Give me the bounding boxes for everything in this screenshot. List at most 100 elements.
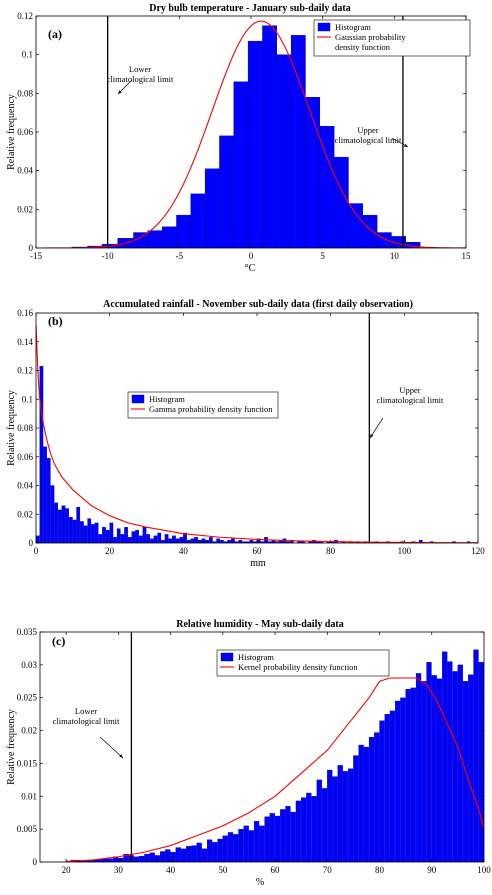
histogram-bar	[358, 744, 364, 862]
x-tick-label: 80	[375, 865, 385, 875]
histogram-bar	[264, 816, 270, 862]
x-tick-label: 20	[105, 546, 115, 556]
x-tick-label: 20	[62, 865, 72, 875]
x-tick-label: -15	[30, 251, 42, 261]
y-tick-label: 0.14	[17, 337, 33, 347]
x-tick-label: -10	[102, 251, 114, 261]
histogram-bar	[216, 538, 221, 543]
limit-label: climatological limit	[53, 716, 120, 726]
histogram-bar	[102, 527, 106, 543]
y-tick-label: 0.015	[17, 758, 38, 768]
legend-box	[313, 19, 471, 57]
axes-frame	[39, 631, 485, 863]
histogram-bar	[139, 855, 145, 862]
limit-label: climatological limit	[335, 135, 402, 145]
histogram-bar	[116, 528, 121, 543]
histogram-bar	[157, 532, 162, 543]
x-tick-label: 15	[462, 251, 472, 261]
histogram-bar	[120, 534, 125, 543]
y-tick-label: 0.005	[17, 824, 38, 834]
histogram-bar	[421, 681, 427, 862]
histogram-bar	[415, 673, 422, 862]
y-tick-label: 0.02	[17, 204, 33, 214]
x-tick-label: 120	[471, 546, 485, 556]
histogram-bar	[153, 535, 158, 543]
x-tick-label: -5	[176, 251, 184, 261]
y-tick-label: 0.12	[17, 11, 33, 21]
histogram-bar	[46, 458, 51, 543]
legend-entry-label: density function	[335, 42, 391, 52]
legend-entry-label: Gamma probability density function	[149, 404, 273, 414]
histogram-bar	[348, 203, 364, 248]
histogram-bar	[94, 522, 99, 543]
histogram-bar	[109, 522, 114, 543]
histogram-bar	[389, 710, 396, 862]
histogram-bar	[247, 40, 263, 248]
histogram-bar	[353, 755, 359, 862]
y-tick-label: 0	[29, 243, 34, 253]
histogram-bar	[127, 537, 132, 543]
y-tick-label: 0.1	[22, 394, 33, 404]
histogram-bar	[321, 788, 328, 862]
limit-label: climatological limit	[107, 74, 174, 84]
y-tick-label: 0.16	[17, 308, 33, 318]
x-tick-label: 10	[390, 251, 400, 261]
histogram-bar	[190, 538, 195, 543]
y-tick-label: 0.04	[17, 481, 33, 491]
histogram-bar	[405, 689, 411, 862]
legend-entry-label: Histogram	[149, 394, 185, 404]
x-tick-label: 0	[249, 251, 254, 261]
histogram-bar	[410, 687, 416, 862]
histogram-bar	[194, 537, 198, 543]
histogram-bar	[368, 736, 375, 862]
histogram-bar	[83, 525, 88, 543]
y-tick-label: 0.025	[17, 693, 38, 703]
histogram-bar	[473, 649, 479, 862]
x-tick-label: 50	[218, 865, 228, 875]
x-axis-label: °C	[245, 263, 256, 274]
histogram-bar	[223, 541, 228, 543]
x-tick-label: 80	[326, 546, 336, 556]
legend-entry-label: Histogram	[238, 652, 274, 662]
limit-arrow	[369, 417, 384, 439]
histogram-bar	[87, 518, 92, 543]
histogram-bar	[442, 651, 448, 862]
y-tick-label: 0.08	[17, 423, 33, 433]
histogram-bar	[207, 839, 213, 862]
limit-arrow	[99, 736, 124, 759]
histogram-bar	[306, 792, 312, 862]
histogram-bar	[159, 851, 166, 862]
histogram-bar	[289, 539, 294, 543]
legend-entry-label: Kernel probability density function	[238, 662, 358, 672]
histogram-bar	[234, 541, 239, 543]
histogram-bar	[105, 529, 110, 543]
y-tick-label: 0	[29, 538, 34, 548]
histogram-bar	[98, 534, 103, 543]
x-axis-label: mm	[250, 558, 266, 569]
histogram-bar	[107, 858, 113, 862]
limit-label: climatological limit	[377, 395, 444, 405]
limit-arrowhead	[118, 90, 122, 94]
legend-histogram-swatch	[131, 394, 145, 404]
histogram-bar	[275, 541, 279, 543]
limit-label: Lower	[129, 64, 151, 74]
histogram-bar	[297, 541, 302, 543]
limit-label: Lower	[75, 706, 97, 716]
histogram-bar	[233, 81, 249, 248]
histogram-bar	[212, 842, 218, 862]
histogram-bar	[286, 541, 291, 543]
histogram-bar	[217, 838, 223, 862]
legend-entry-label: Gaussian probability	[335, 32, 406, 42]
histogram-bar	[204, 168, 220, 248]
histogram-bar	[172, 535, 176, 543]
histogram-bar	[243, 825, 249, 862]
histogram-bar	[478, 662, 484, 862]
legend-histogram-swatch	[317, 22, 331, 32]
histogram-bar	[170, 851, 176, 862]
histogram-bar	[431, 675, 437, 862]
histogram-bar	[452, 671, 458, 862]
x-axis-label: %	[256, 877, 264, 888]
histogram-bar	[238, 539, 243, 543]
